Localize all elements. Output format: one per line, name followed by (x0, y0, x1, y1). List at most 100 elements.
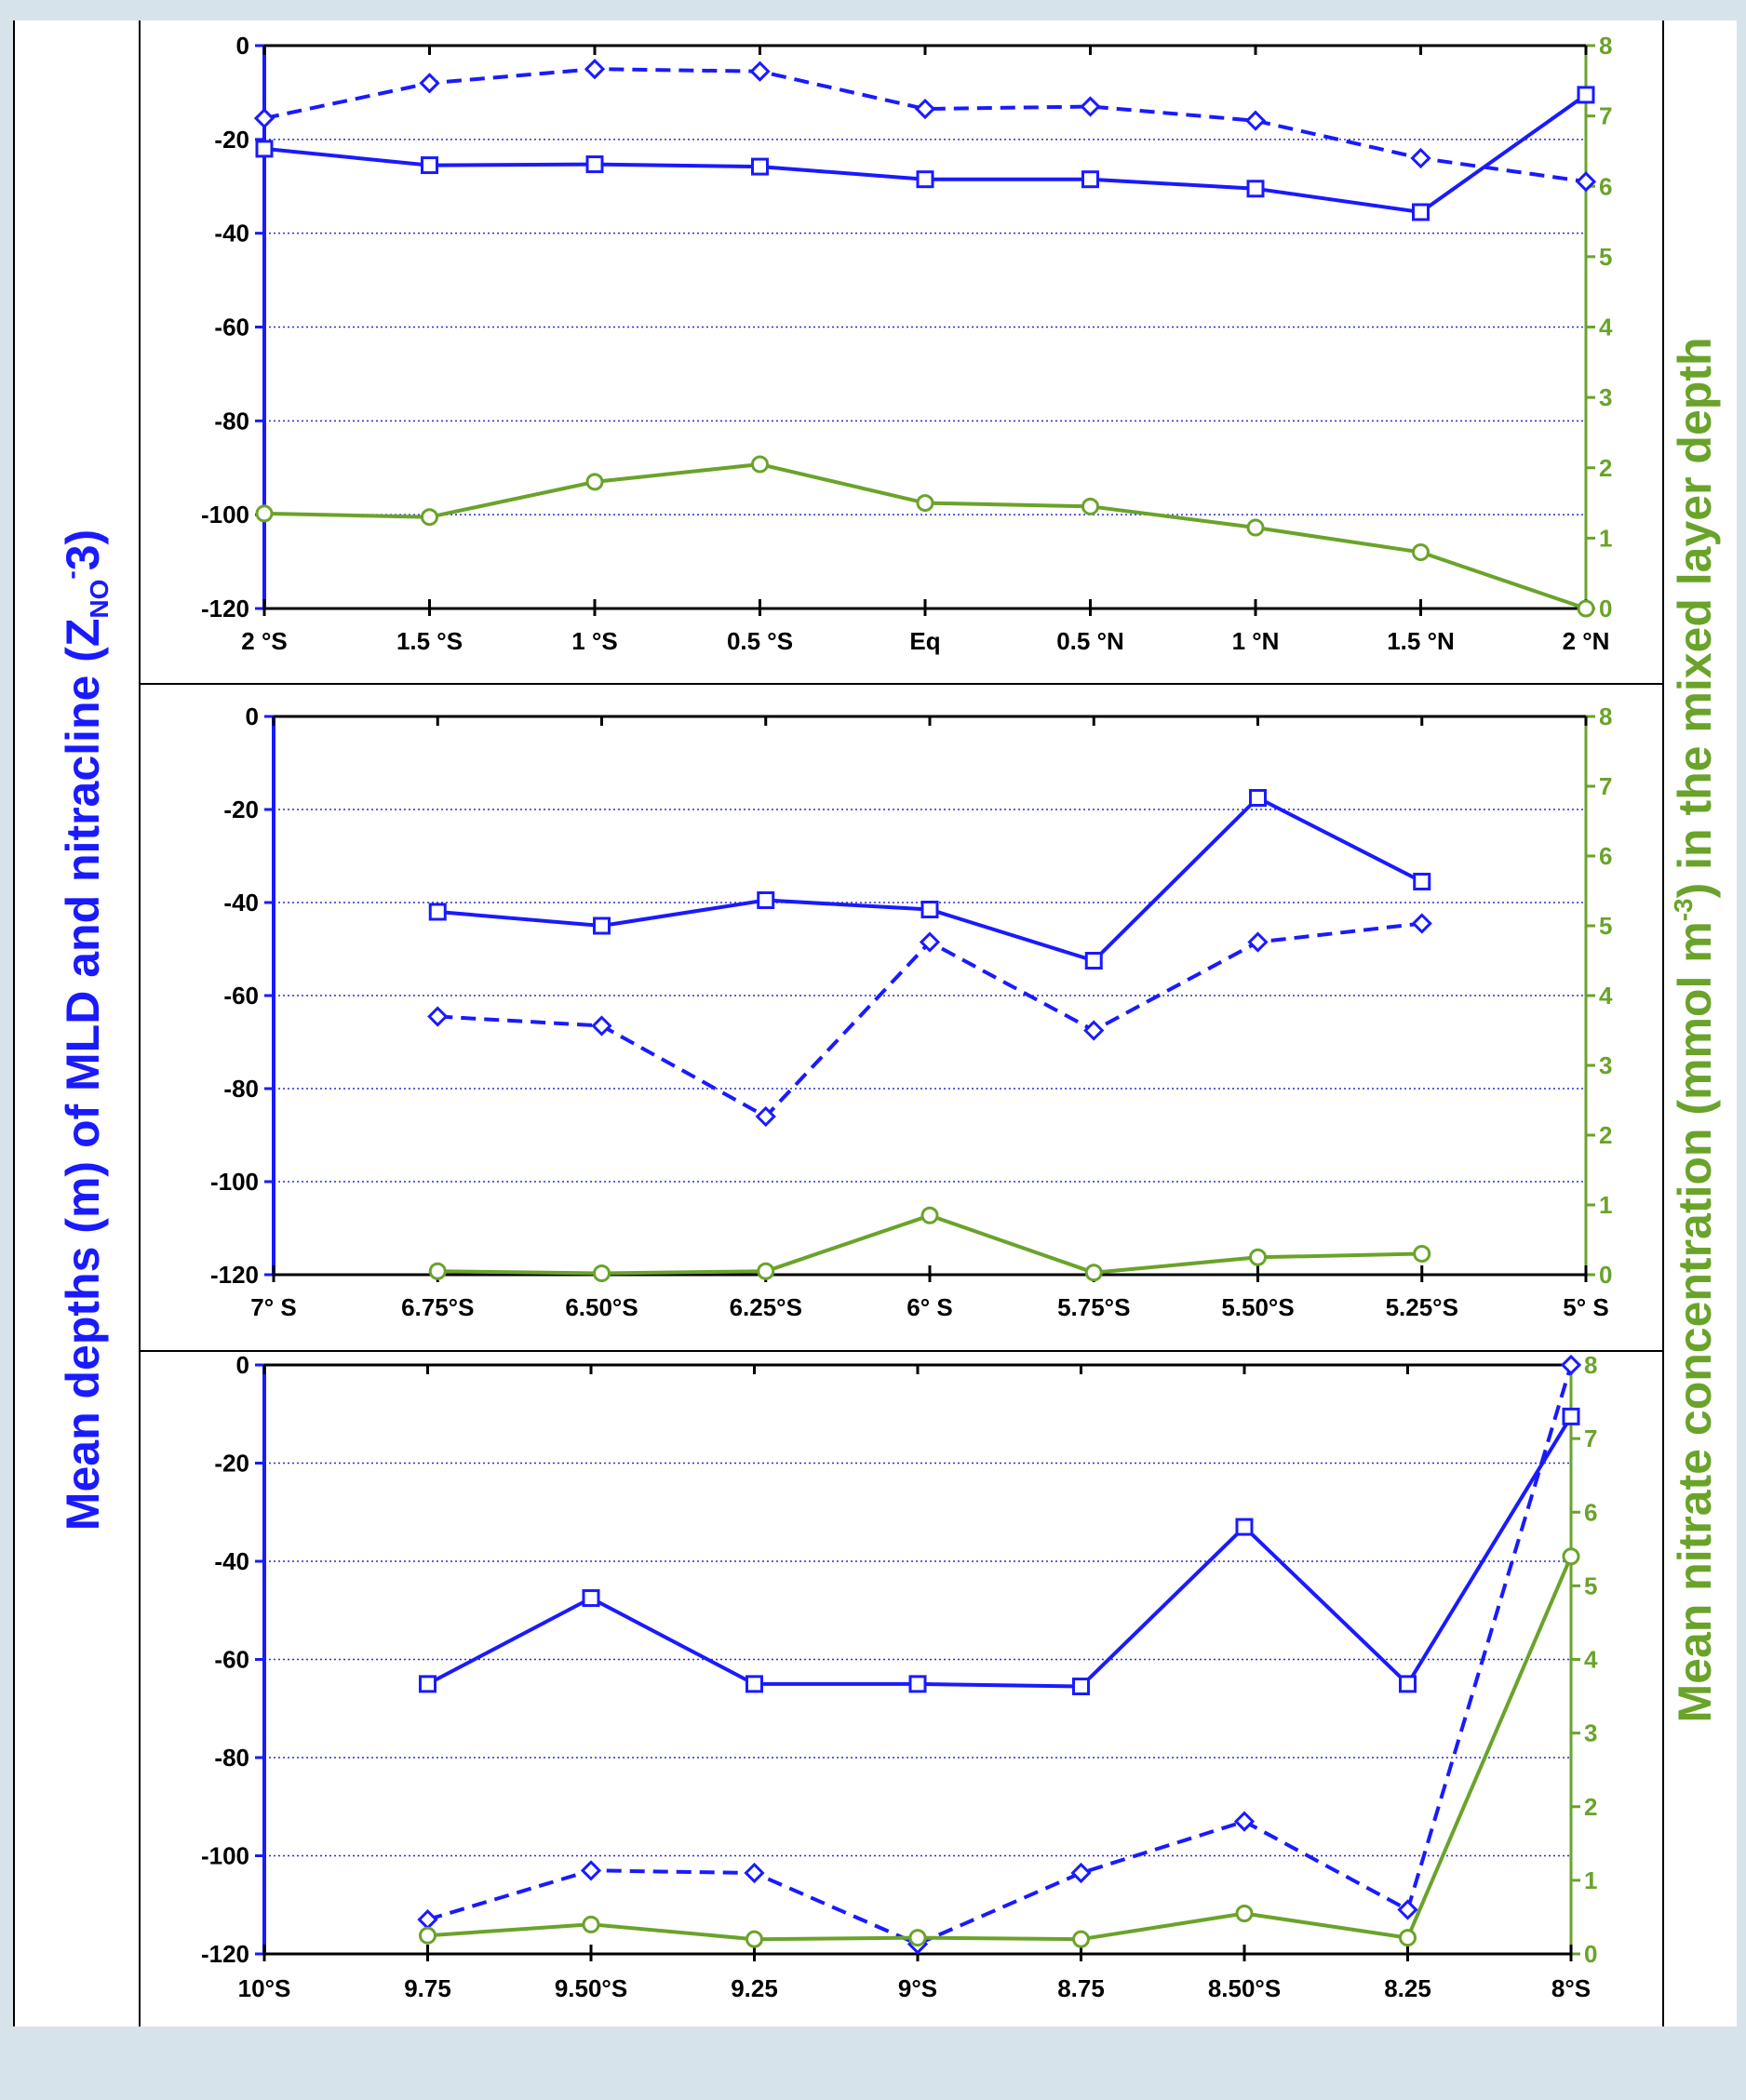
right-axis-title-main: Mean nitrate concentration (mmol m (1669, 921, 1721, 1722)
right-y-tick-label: 7 (1599, 772, 1612, 800)
right-y-tick-label: 1 (1584, 1866, 1597, 1894)
series-line (426, 1364, 1573, 1946)
square-marker (1235, 1518, 1254, 1536)
x-tick-label: 1 °S (571, 627, 617, 655)
x-tick-label: 1.5 °N (1387, 627, 1455, 655)
diamond-marker (417, 1908, 438, 1931)
square-marker (1246, 180, 1265, 198)
series-line (426, 1415, 1573, 1689)
circle-marker (916, 494, 934, 513)
left-axis-title: Mean depths (m) of MLD and nitracline (Z… (57, 529, 114, 1531)
x-tick-label: 6.25°S (730, 1293, 802, 1321)
left-axis-title-sub: NO (85, 580, 114, 619)
right-y-tick-label: 3 (1599, 1051, 1612, 1079)
right-y-tick-label: 1 (1599, 1191, 1612, 1219)
right-y-tick-label: 0 (1599, 1261, 1612, 1289)
x-tick-label: 9.25 (731, 1974, 778, 2002)
x-tick-label: 5.50°S (1221, 1293, 1294, 1321)
right-y-tick-label: 2 (1599, 454, 1612, 482)
chart-panel-2: 0 -20 -40 -60 -80 -100 -120 0 1 2 3 4 5 6 7 8 7° S 6.75°S… (210, 702, 1613, 1321)
x-tick-label: 0.5 °S (727, 627, 793, 655)
x-tick-label: Eq (909, 627, 940, 655)
square-marker (1072, 1678, 1090, 1696)
diamond-marker (744, 1862, 765, 1884)
x-tick-label: 2 °N (1563, 627, 1610, 655)
square-marker (757, 891, 775, 909)
x-tick-label: 8°S (1551, 1974, 1591, 2002)
chart-figure: Mean depths (m) of MLD and nitracline (Z… (13, 20, 1721, 2026)
circle-marker (920, 1206, 939, 1224)
left-y-tick-label: 0 (236, 1351, 249, 1379)
x-tick-label: 8.50°S (1208, 1974, 1281, 2002)
diamond-marker (1411, 913, 1432, 934)
square-marker (1413, 873, 1431, 890)
square-marker (745, 1675, 763, 1693)
diamond-marker (427, 1006, 449, 1027)
circle-marker (419, 1926, 436, 1945)
diamond-marker (1247, 931, 1269, 953)
square-marker (582, 1589, 600, 1608)
circle-marker (757, 1262, 775, 1280)
square-marker (255, 140, 274, 158)
left-y-tick-label: -100 (201, 1842, 249, 1870)
x-tick-label: 6.50°S (565, 1293, 638, 1321)
circle-marker (255, 504, 274, 523)
x-tick-label: 9.75 (404, 1974, 451, 2002)
circle-marker (582, 1915, 600, 1933)
right-axis-title-sup: -3 (1669, 898, 1698, 921)
square-marker (751, 157, 769, 176)
diamond-marker (1575, 171, 1597, 193)
left-y-tick-label: -80 (214, 1744, 249, 1772)
right-axis-title: Mean nitrate concentration (mmol m-3) in… (1669, 337, 1721, 1722)
right-y-tick-label: 3 (1599, 383, 1612, 411)
x-tick-label: 7° S (250, 1293, 296, 1321)
right-y-tick-label: 8 (1599, 32, 1612, 60)
left-y-tick-label: -40 (214, 220, 249, 247)
x-tick-label: 8.75 (1057, 1974, 1105, 2002)
right-y-tick-label: 7 (1599, 102, 1612, 130)
square-marker (428, 903, 447, 921)
left-y-tick-label: -80 (223, 1075, 259, 1103)
right-y-tick-label: 6 (1599, 842, 1612, 870)
circle-marker (1084, 1264, 1103, 1282)
right-y-tick-label: 0 (1599, 595, 1612, 622)
diamond-marker (1397, 1899, 1418, 1920)
square-marker (908, 1675, 927, 1693)
square-marker (1081, 170, 1099, 189)
series-line (263, 67, 1587, 184)
right-y-tick-label: 4 (1599, 314, 1613, 341)
circle-marker (1562, 1547, 1580, 1566)
diamond-marker (755, 1105, 776, 1128)
diamond-marker (253, 108, 275, 129)
left-axis-title-main: Mean depths (m) of MLD and nitracline (Z (57, 619, 109, 1532)
left-y-tick-label: -120 (201, 595, 249, 622)
x-tick-label: 6.75°S (401, 1293, 474, 1321)
circle-marker (1399, 1929, 1417, 1947)
diamond-marker (580, 1860, 602, 1881)
left-y-tick-label: -60 (214, 1646, 249, 1674)
series-line (437, 921, 1423, 1118)
right-axis-title-tail: ) in the mixed layer depth (1669, 337, 1721, 898)
left-y-tick-label: -40 (214, 1547, 249, 1575)
square-marker (419, 1675, 436, 1693)
square-marker (1577, 86, 1595, 104)
square-marker (593, 916, 611, 935)
diamond-marker (1244, 110, 1267, 131)
chart-panel-3: 0 -20 -40 -60 -80 -100 -120 0 1 2 3 4 5 6 7 8 10°S 9.75 9.… (201, 1351, 1598, 2002)
right-y-tick-label: 0 (1584, 1940, 1597, 1968)
left-y-tick-label: 0 (246, 702, 259, 730)
left-y-tick-label: -60 (214, 314, 249, 341)
diamond-marker (584, 59, 606, 80)
right-y-tick-label: 4 (1584, 1646, 1598, 1674)
left-y-tick-label: 0 (236, 32, 249, 60)
diamond-marker (914, 98, 936, 120)
series-line (263, 462, 1587, 610)
chart-panels: 0 -20 -40 -60 -80 -100 -120 0 1 2 3 4 5 6 7 8 2 °S 1.5 °S… (201, 32, 1613, 2002)
right-y-tick-label: 5 (1599, 243, 1612, 271)
circle-marker (1412, 543, 1430, 561)
diamond-marker (1070, 1862, 1092, 1884)
left-axis-title-sup: - (57, 570, 86, 579)
left-y-tick-label: -20 (223, 796, 259, 823)
circle-marker (1235, 1904, 1254, 1922)
diamond-marker (1080, 96, 1101, 117)
